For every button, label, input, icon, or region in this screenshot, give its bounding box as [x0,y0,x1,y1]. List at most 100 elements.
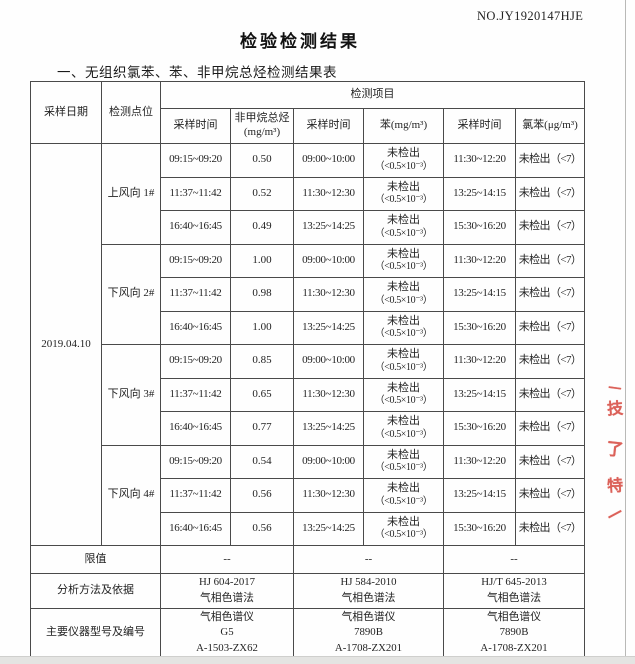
header-sampling-time-3: 采样时间 [443,108,516,144]
instrument-label: 主要仪器型号及编号 [30,608,161,658]
cell-time: 11:30~12:30 [293,377,364,412]
header-sampling-time-2: 采样时间 [293,108,364,144]
cell-time: 11:30~12:20 [443,143,516,178]
cell-time: 13:25~14:25 [293,411,364,446]
limit-row: 限值 -- -- -- [30,545,586,574]
cell-chlorobenzene-result: 未检出（<7） [514,511,586,546]
results-table: 采样日期 检测点位 检测项目 采样时间 非甲烷总烃(mg/m³) 采样时间 苯(… [30,81,586,658]
header-sampling-time-1: 采样时间 [160,108,231,144]
cell-nmhc-value: 0.52 [230,176,294,211]
cell-time: 09:15~09:20 [160,243,231,278]
cell-point-label: 上风向 1# [101,143,161,245]
method-row: 分析方法及依据 HJ 604-2017 气相色谱法 HJ 584-2010 气相色谱… [30,573,586,609]
instrument-value: 气相色谱仪 7890B A-1708-ZX201 [442,608,586,658]
cell-chlorobenzene-result: 未检出（<7） [514,143,586,178]
cell-benzene-result: 未检出 （<0.5×10⁻³） [363,143,444,178]
cell-chlorobenzene-result: 未检出（<7） [514,444,586,479]
cell-time: 11:30~12:20 [443,344,516,379]
cell-nmhc-value: 0.49 [230,210,294,245]
table-row: 16:40~16:45 0.49 13:25~14:25 未检出 （<0.5×10… [31,210,586,245]
cell-chlorobenzene-result: 未检出（<7） [514,176,586,211]
page-bottom-shadow [0,656,635,664]
header-sample-date: 采样日期 [30,81,102,144]
cell-point-label: 下风向 2# [101,243,161,345]
cell-time: 13:25~14:25 [293,210,364,245]
cell-benzene-result: 未检出 （<0.5×10⁻³） [363,377,444,412]
cell-nmhc-value: 0.56 [230,478,294,513]
cell-time: 11:30~12:20 [443,243,516,278]
cell-nmhc-value: 0.50 [230,143,294,178]
cell-time: 09:00~10:00 [293,444,364,479]
instrument-row: 主要仪器型号及编号 气相色谱仪 G5 A-1503-ZX62 气相色谱仪 7890B A… [30,608,586,658]
cell-time: 11:37~11:42 [160,478,231,513]
instrument-value: 气相色谱仪 G5 A-1503-ZX62 [160,608,294,658]
cell-time: 09:00~10:00 [293,143,364,178]
method-value: HJ 604-2017 气相色谱法 [160,573,294,609]
cell-time: 15:30~16:20 [443,511,516,546]
handwritten-red-note: 一 技 了 特 一 [604,381,627,527]
cell-nmhc-value: 1.00 [230,243,294,278]
cell-time: 11:37~11:42 [160,377,231,412]
cell-time: 16:40~16:45 [160,310,231,345]
cell-chlorobenzene-result: 未检出（<7） [514,210,586,245]
table-row: 11:37~11:42 0.65 11:30~12:30 未检出 （<0.5×10… [31,377,586,412]
cell-time: 16:40~16:45 [160,210,231,245]
table-header-row-1: 采样日期 检测点位 检测项目 [30,81,586,144]
cell-nmhc-value: 0.65 [230,377,294,412]
cell-nmhc-value: 0.56 [230,511,294,546]
cell-time: 11:30~12:30 [293,176,364,211]
cell-time: 13:25~14:25 [293,310,364,345]
method-value: HJ/T 645-2013 气相色谱法 [442,573,586,609]
cell-benzene-result: 未检出 （<0.5×10⁻³） [363,210,444,245]
cell-benzene-result: 未检出 （<0.5×10⁻³） [363,411,444,446]
cell-nmhc-value: 0.77 [230,411,294,446]
table-row: 2019.04.10 上风向 1# 09:15~09:20 0.50 09:00… [30,143,586,546]
cell-benzene-result: 未检出 （<0.5×10⁻³） [363,344,444,379]
table-row: 下风向 4# 09:15~09:20 0.54 09:00~10:00 未检出（… [31,444,586,546]
page-scan-edge-line [625,0,626,656]
instrument-value: 气相色谱仪 7890B A-1708-ZX201 [293,608,444,658]
cell-time: 11:30~12:30 [293,478,364,513]
cell-point-label: 下风向 4# [101,444,161,546]
cell-point-label: 下风向 3# [101,344,161,446]
cell-chlorobenzene-result: 未检出（<7） [514,411,586,446]
cell-time: 13:25~14:15 [443,377,516,412]
cell-time: 15:30~16:20 [443,411,516,446]
section-title: 一、无组织氯苯、苯、非甲烷总烃检测结果表 [57,65,337,80]
header-nmhc: 非甲烷总烃(mg/m³) [230,108,294,144]
cell-time: 09:15~09:20 [160,143,231,178]
cell-nmhc-value: 0.54 [230,444,294,479]
cell-sample-date: 2019.04.10 [30,143,102,546]
header-point: 检测点位 [101,81,161,144]
cell-chlorobenzene-result: 未检出（<7） [514,344,586,379]
cell-chlorobenzene-result: 未检出（<7） [514,478,586,513]
cell-nmhc-value: 1.00 [230,310,294,345]
limit-value: -- [293,545,444,574]
cell-benzene-result: 未检出 （<0.5×10⁻³） [363,243,444,278]
cell-nmhc-value: 0.85 [230,344,294,379]
cell-benzene-result: 未检出 （<0.5×10⁻³） [363,176,444,211]
table-row: 16:40~16:45 0.56 13:25~14:25 未检出 （<0.5×10… [31,511,586,546]
cell-time: 11:30~12:30 [293,277,364,312]
cell-time: 13:25~14:25 [293,511,364,546]
table-row: 16:40~16:45 0.77 13:25~14:25 未检出 （<0.5×10… [31,411,586,446]
table-row: 下风向 3# 09:15~09:20 0.85 09:00~10:00 未检出（… [31,344,586,446]
page-title: 检验检测结果 [240,32,360,51]
limit-value: -- [442,545,586,574]
cell-time: 11:37~11:42 [160,277,231,312]
cell-chlorobenzene-result: 未检出（<7） [514,310,586,345]
limit-label: 限值 [30,545,161,574]
cell-benzene-result: 未检出 （<0.5×10⁻³） [363,277,444,312]
method-value: HJ 584-2010 气相色谱法 [293,573,444,609]
cell-time: 11:30~12:20 [443,444,516,479]
cell-time: 16:40~16:45 [160,411,231,446]
cell-benzene-result: 未检出 （<0.5×10⁻³） [363,478,444,513]
cell-benzene-result: 未检出 （<0.5×10⁻³） [363,511,444,546]
table-row: 下风向 2# 09:15~09:20 1.00 09:00~10:00 未检出（… [31,243,586,345]
header-chlorobenzene: 氯苯(μg/m³) [514,108,586,144]
cell-time: 09:15~09:20 [160,344,231,379]
cell-time: 13:25~14:15 [443,176,516,211]
header-benzene: 苯(mg/m³) [363,108,444,144]
limit-value: -- [160,545,294,574]
